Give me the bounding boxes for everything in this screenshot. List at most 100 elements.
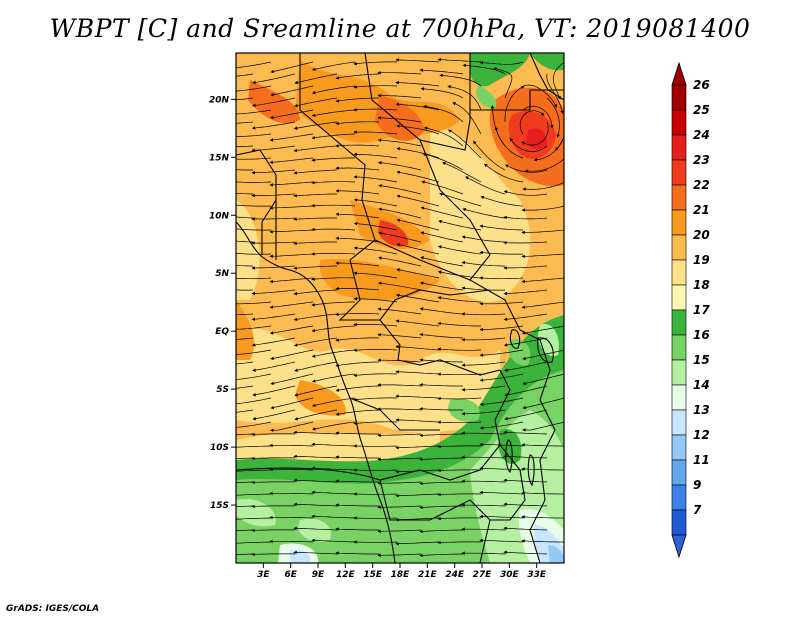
streamline: [293, 430, 338, 435]
streamline: [521, 515, 564, 519]
streamline: [236, 192, 254, 195]
streamline: [294, 409, 338, 421]
streamline: [252, 385, 296, 397]
streamline: [236, 240, 254, 243]
streamline: [311, 227, 356, 232]
streamline: [293, 550, 338, 555]
colorbar-swatch: [671, 509, 687, 536]
streamline: [461, 551, 506, 555]
streamline: [377, 457, 422, 462]
streamline: [377, 383, 422, 387]
streamline: [311, 397, 356, 408]
streamline: [335, 166, 380, 171]
streamline: [335, 312, 380, 317]
streamline: [437, 321, 481, 327]
colorbar-swatch: [671, 159, 687, 186]
lat-tick-label: 20N: [209, 95, 230, 105]
lon-tick-label: 12E: [336, 570, 356, 580]
streamline: [353, 152, 398, 159]
streamline: [377, 333, 422, 339]
lon-tick-label: 3E: [257, 570, 270, 580]
streamline: [335, 73, 380, 80]
lon-tick-label: 15E: [363, 570, 383, 580]
streamline: [311, 157, 355, 162]
streamline: [311, 442, 356, 447]
streamline: [479, 514, 524, 519]
streamline: [236, 145, 254, 147]
streamline: [419, 332, 464, 339]
lon-tick-label: 6E: [284, 570, 297, 580]
streamline: [335, 479, 379, 483]
colorbar-swatch: [671, 309, 687, 336]
streamline: [236, 361, 254, 365]
streamline: [270, 373, 314, 385]
streamline: [504, 164, 548, 173]
streamline: [335, 503, 379, 507]
streamline: [378, 256, 422, 267]
streamline: [293, 121, 338, 130]
streamline: [479, 301, 524, 306]
streamline: [236, 252, 272, 255]
streamline: [461, 286, 506, 291]
streamline: [377, 161, 422, 171]
streamline: [419, 481, 463, 486]
streamline: [504, 409, 548, 421]
streamline: [311, 277, 356, 281]
streamline: [437, 516, 481, 521]
streamline: [461, 503, 506, 507]
streamline: [353, 348, 398, 352]
streamline: [293, 526, 338, 531]
latitude-axis: 20N 15N 10N 5N EQ 5S 10S 15S: [209, 95, 236, 511]
streamline: [461, 479, 506, 483]
streamline: [503, 526, 548, 531]
streamline: [293, 217, 337, 221]
streamline: [437, 444, 481, 449]
streamline: [293, 145, 338, 153]
streamline: [251, 289, 296, 296]
streamline: [533, 136, 564, 162]
streamline: [252, 361, 296, 372]
streamline: [269, 325, 314, 335]
streamline: [503, 550, 548, 555]
streamline: [479, 276, 524, 280]
colorbar-swatch: [671, 209, 687, 236]
streamline: [293, 169, 338, 175]
streamline: [522, 421, 564, 432]
streamline: [378, 231, 422, 243]
streamline: [236, 445, 272, 448]
streamline: [251, 265, 296, 270]
streamline: [251, 313, 296, 321]
colorbar-swatch: [671, 184, 687, 211]
streamline: [335, 361, 379, 368]
streamline: [439, 192, 482, 207]
streamline: [311, 490, 356, 495]
streamline: [420, 206, 464, 219]
streamline: [395, 319, 440, 327]
streamline: [461, 312, 506, 316]
colorbar-swatch: [671, 109, 687, 136]
streamline: [437, 540, 481, 545]
streamline: [479, 421, 524, 430]
streamline: [353, 221, 398, 231]
streamline: [521, 443, 564, 447]
streamline: [236, 505, 254, 508]
streamline: [377, 505, 422, 510]
streamline: [269, 157, 314, 165]
streamline: [236, 517, 272, 520]
lon-tick-label: 33E: [527, 570, 547, 580]
streamline: [377, 93, 422, 99]
streamline: [546, 73, 564, 115]
streamline: [377, 481, 422, 486]
streamline: [395, 58, 440, 63]
streamline: [395, 344, 440, 351]
lat-tick-label: 5N: [215, 269, 229, 279]
streamline: [462, 207, 506, 219]
streamline: [479, 538, 524, 543]
streamline: [522, 105, 554, 129]
streamline: [335, 236, 380, 243]
streamline: [294, 97, 338, 108]
colorbar-label: 12: [693, 428, 710, 442]
streamline: [565, 86, 569, 128]
colorbar-swatch: [671, 409, 687, 436]
streamline: [462, 63, 506, 75]
